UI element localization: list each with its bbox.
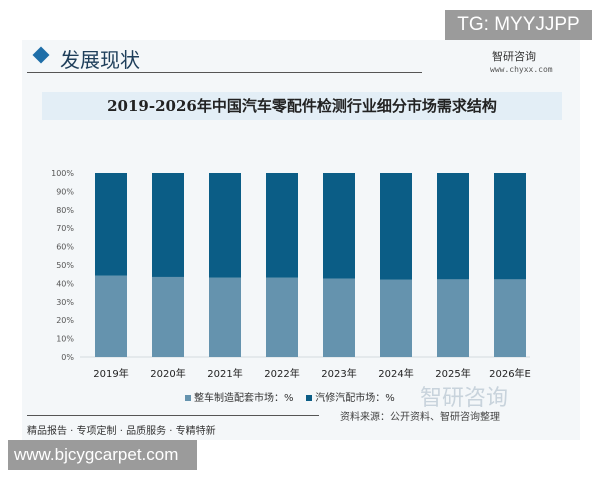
bar-segment-oem (437, 279, 469, 357)
source-note: 资料来源：公开资料、智研咨询整理 (340, 412, 500, 423)
brand-url: www.chyxx.com (490, 65, 553, 74)
x-tick-label: 2021年 (207, 367, 242, 380)
bar-segment-oem (323, 278, 355, 357)
top-watermark-badge: TG: MYYJJPP (445, 10, 592, 40)
y-tick-label: 70% (56, 224, 74, 233)
bar-segment-aftermarket (95, 173, 127, 276)
x-tick-label: 2023年 (321, 367, 356, 380)
bar-segment-oem (266, 277, 298, 357)
legend-label-aftermarket: 汽修汽配市场：% (315, 393, 395, 404)
bar-segment-aftermarket (323, 173, 355, 279)
x-tick-label: 2025年 (435, 367, 470, 380)
bar-segment-aftermarket (266, 173, 298, 278)
bar-segment-aftermarket (209, 173, 241, 278)
y-tick-label: 80% (56, 206, 74, 215)
bar-segment-aftermarket (380, 173, 412, 280)
y-tick-label: 100% (51, 169, 74, 178)
x-tick-label: 2024年 (378, 367, 413, 380)
header-divider (27, 72, 422, 73)
section-title: 发展现状 (60, 48, 140, 72)
y-tick-label: 50% (56, 261, 74, 270)
x-tick-label: 2020年 (150, 367, 185, 380)
bar-segment-aftermarket (152, 173, 184, 277)
brand-logo: 智研咨询 (492, 50, 536, 63)
y-tick-label: 60% (56, 243, 74, 252)
brand-watermark: 智研咨询 (420, 386, 509, 411)
legend-swatch-oem (185, 395, 191, 401)
legend-label-oem: 整车制造配套市场：% (194, 393, 294, 404)
bar-segment-oem (380, 279, 412, 357)
x-tick-label: 2019年 (93, 367, 128, 380)
bar-segment-aftermarket (494, 173, 526, 280)
bar-segment-oem (209, 277, 241, 357)
bar-segment-aftermarket (437, 173, 469, 280)
y-tick-label: 90% (56, 187, 74, 196)
x-tick-label: 2022年 (264, 367, 299, 380)
bar-segment-oem (95, 275, 127, 357)
x-tick-label: 2026年E (489, 367, 531, 380)
legend-swatch-aftermarket (306, 395, 313, 401)
bottom-watermark-badge: www.bjcygcarpet.com (8, 440, 197, 470)
legend: 整车制造配套市场：% 汽修汽配市场：% (185, 389, 395, 404)
y-tick-label: 10% (56, 335, 74, 344)
footer-slogan: 精品报告 · 专项定制 · 品质服务 · 专精特新 (27, 426, 216, 437)
y-tick-label: 40% (56, 279, 74, 288)
y-tick-label: 0% (61, 353, 74, 362)
bar-segment-oem (152, 276, 184, 357)
bar-segment-oem (494, 279, 526, 357)
y-tick-label: 20% (56, 316, 74, 325)
chart-title: 2019-2026年中国汽车零配件检测行业细分市场需求结构 (42, 92, 562, 120)
y-tick-label: 30% (56, 298, 74, 307)
footer-divider (27, 415, 319, 416)
